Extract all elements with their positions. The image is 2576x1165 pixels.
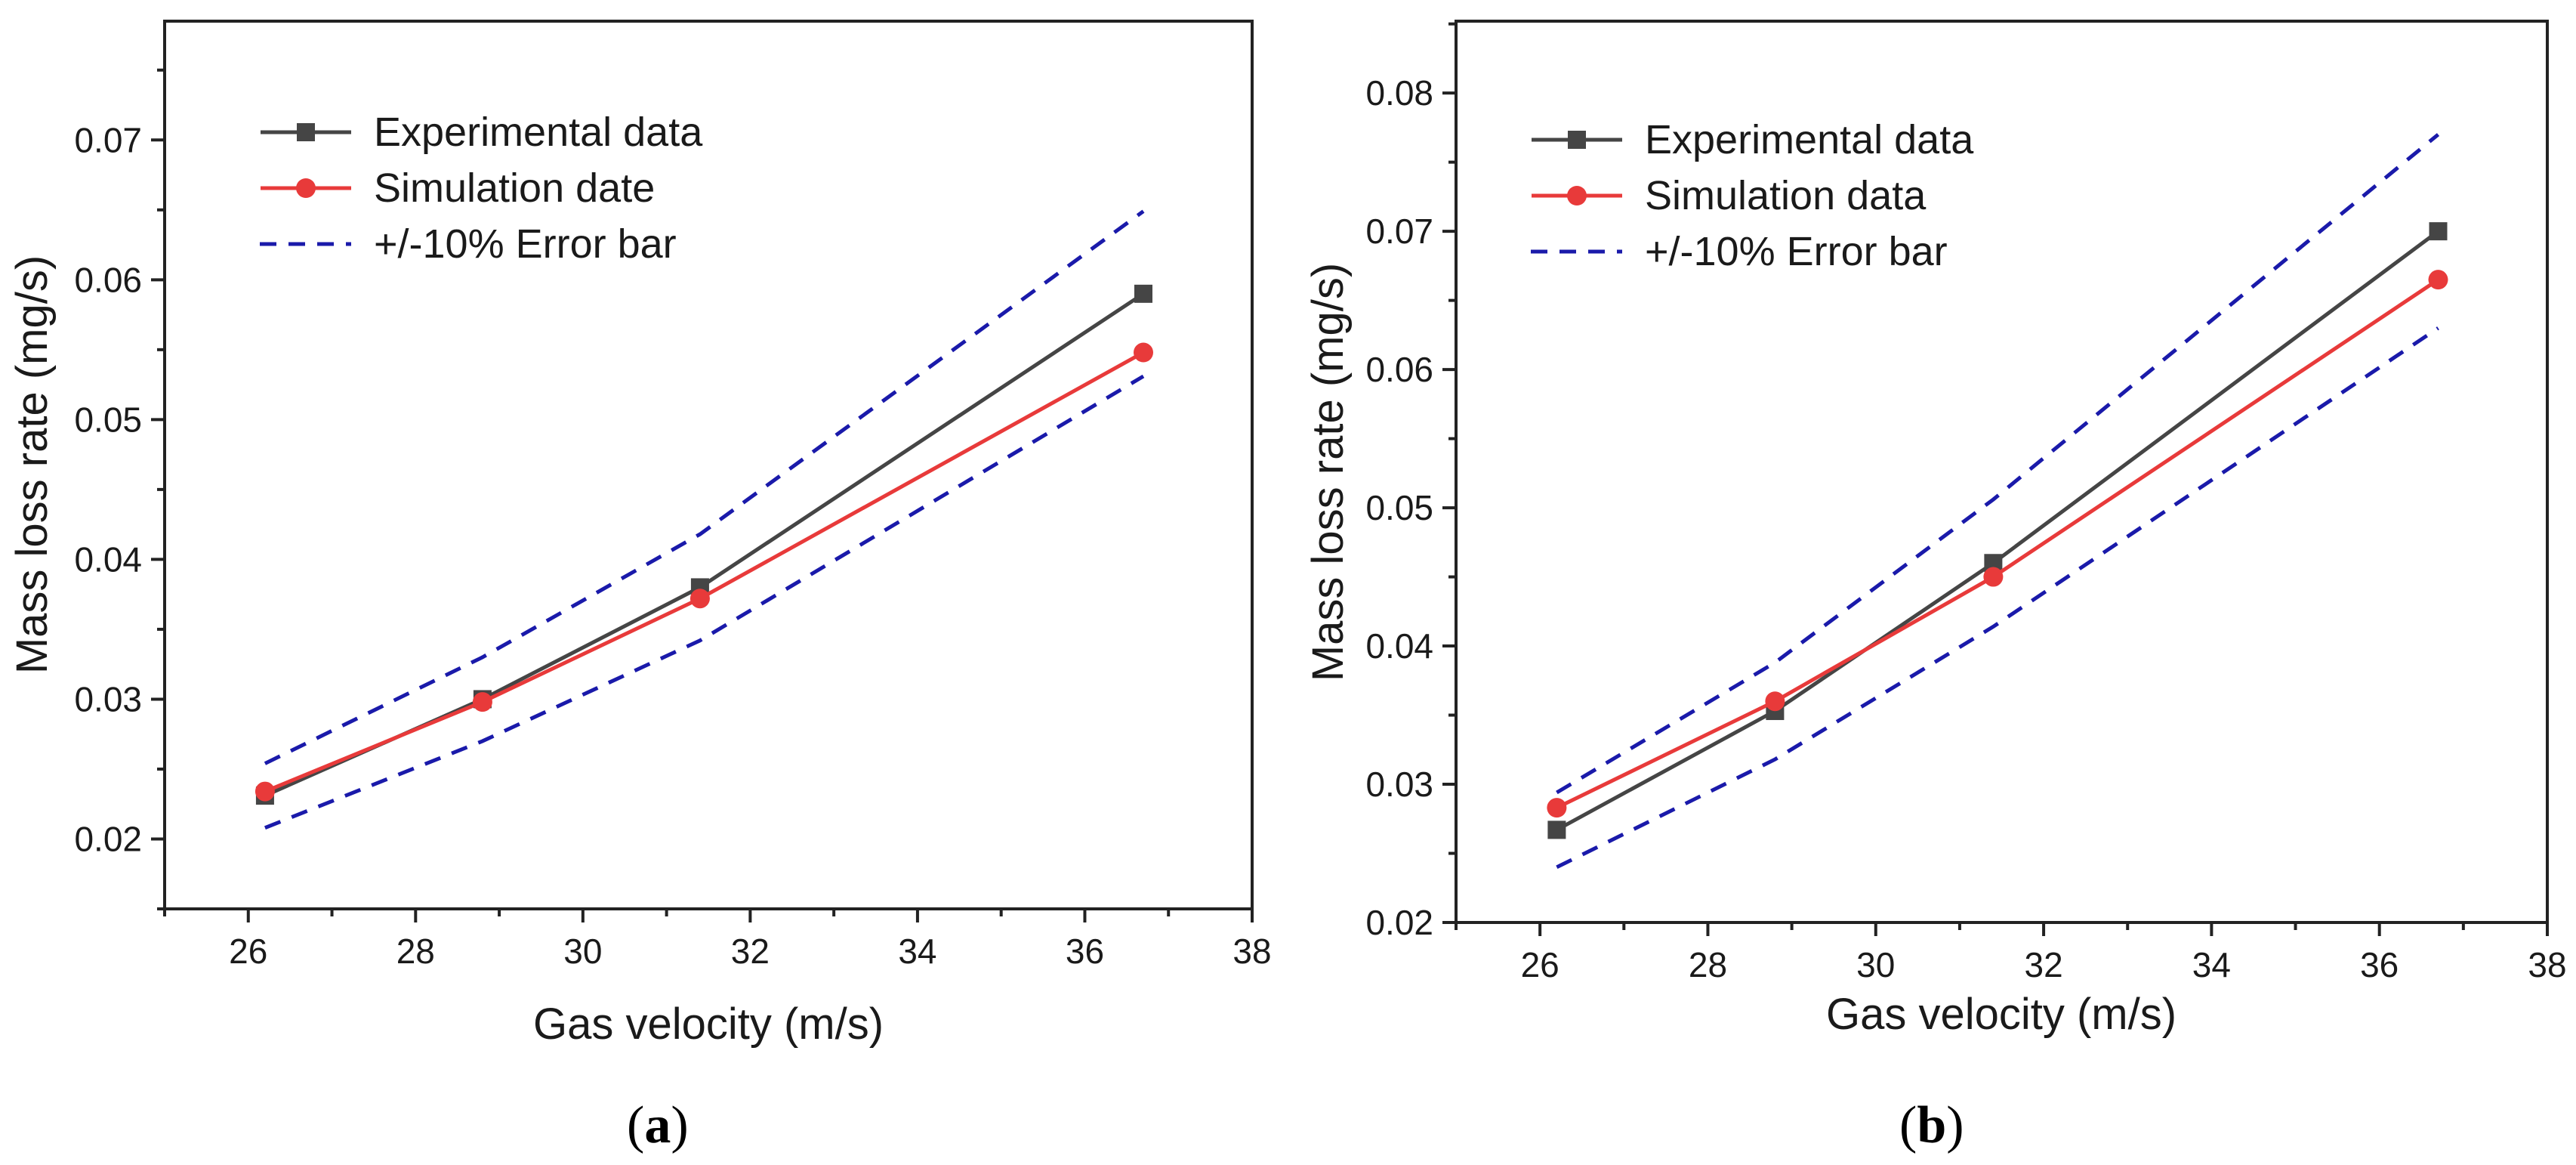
- error-band-lower: [264, 374, 1145, 830]
- data-point: [1547, 820, 1566, 839]
- legend-marker: [1567, 186, 1587, 205]
- x-tick-label: 28: [396, 932, 435, 971]
- series-line-0: [264, 292, 1145, 798]
- y-tick-label: 0.07: [1365, 212, 1433, 251]
- data-point: [1547, 798, 1567, 818]
- x-tick-label: 26: [1521, 945, 1559, 984]
- series-line-0: [1556, 230, 2439, 832]
- x-tick-label: 30: [1856, 945, 1895, 984]
- y-tick-label: 0.06: [74, 260, 142, 299]
- data-point: [1134, 342, 1153, 363]
- legend-label: Experimental data: [374, 110, 703, 155]
- legend: Experimental data Simulation data +/-10% E…: [1531, 117, 1974, 274]
- error-band-upper: [264, 209, 1145, 765]
- x-axis-label: Gas velocity (m/s): [1826, 990, 2176, 1039]
- x-tick-label: 38: [2528, 945, 2566, 984]
- y-tick-label: 0.02: [74, 819, 142, 858]
- data-point: [1765, 691, 1785, 712]
- x-tick-label: 38: [1232, 932, 1271, 971]
- x-tick-label: 34: [898, 932, 936, 971]
- plot-frame: [1455, 20, 2549, 924]
- y-tick-label: 0.05: [1365, 488, 1433, 527]
- chart-panel-a: 26 28 30 32 34 36 38 0.02 0.03 0.04 0.05 0.06 0.07 E…: [8, 20, 1272, 1154]
- x-tick-label: 28: [1689, 945, 1727, 984]
- data-point: [2428, 270, 2448, 290]
- data-point: [1983, 567, 2004, 587]
- legend-label: +/-10% Error bar: [1645, 229, 1948, 274]
- data-point: [2429, 222, 2448, 241]
- chart-panel-b: 26 28 30 32 34 36 38 0.02 0.03 0.04 0.05 0.06 0.07 0.…: [1303, 20, 2567, 1154]
- y-tick-label: 0.08: [1365, 73, 1433, 113]
- y-tick-label: 0.03: [1365, 765, 1433, 804]
- y-tick-label: 0.05: [74, 400, 142, 439]
- x-tick-label: 32: [731, 932, 770, 971]
- series-line-1: [1556, 278, 2439, 810]
- y-tick-label: 0.07: [74, 120, 142, 159]
- legend-label: Simulation date: [374, 165, 655, 211]
- series-layer: [255, 209, 1153, 830]
- axis-ticks: 26 28 30 32 34 36 38 0.02 0.03 0.04 0.05 0.06 0.07: [74, 68, 1272, 971]
- error-band-upper: [1556, 133, 2440, 795]
- y-axis-label: Mass loss rate (mg/s): [8, 255, 57, 674]
- x-tick-label: 36: [1066, 932, 1104, 971]
- data-point: [690, 589, 710, 609]
- x-tick-label: 32: [2024, 945, 2062, 984]
- y-tick-label: 0.03: [74, 679, 142, 718]
- axis-ticks: 26 28 30 32 34 36 38 0.02 0.03 0.04 0.05 0.06 0.07 0.…: [1365, 22, 2567, 984]
- panel-label: (a): [627, 1096, 689, 1154]
- series-layer: [1547, 133, 2448, 870]
- x-tick-label: 34: [2192, 945, 2231, 984]
- y-tick-label: 0.04: [74, 539, 142, 579]
- legend-marker: [297, 123, 315, 141]
- y-tick-label: 0.02: [1365, 903, 1433, 942]
- data-point: [255, 781, 275, 802]
- x-tick-label: 26: [229, 932, 267, 971]
- panel-label: (b): [1899, 1096, 1964, 1154]
- plot-frame: [163, 20, 1254, 910]
- x-tick-label: 36: [2360, 945, 2399, 984]
- legend-label: +/-10% Error bar: [374, 221, 677, 267]
- legend: Experimental data Simulation date +/-10% E…: [260, 110, 703, 267]
- data-point: [472, 692, 492, 712]
- series-line-1: [264, 351, 1145, 793]
- y-tick-label: 0.04: [1365, 626, 1433, 666]
- data-point: [1134, 284, 1152, 303]
- y-tick-label: 0.06: [1365, 350, 1433, 389]
- legend-label: Simulation data: [1645, 173, 1927, 218]
- x-axis-label: Gas velocity (m/s): [533, 1000, 884, 1049]
- legend-label: Experimental data: [1645, 117, 1974, 162]
- x-tick-label: 30: [563, 932, 602, 971]
- legend-marker: [1568, 131, 1586, 149]
- y-axis-label: Mass loss rate (mg/s): [1303, 263, 1353, 681]
- legend-marker: [296, 178, 316, 198]
- error-band-lower: [1556, 326, 2439, 870]
